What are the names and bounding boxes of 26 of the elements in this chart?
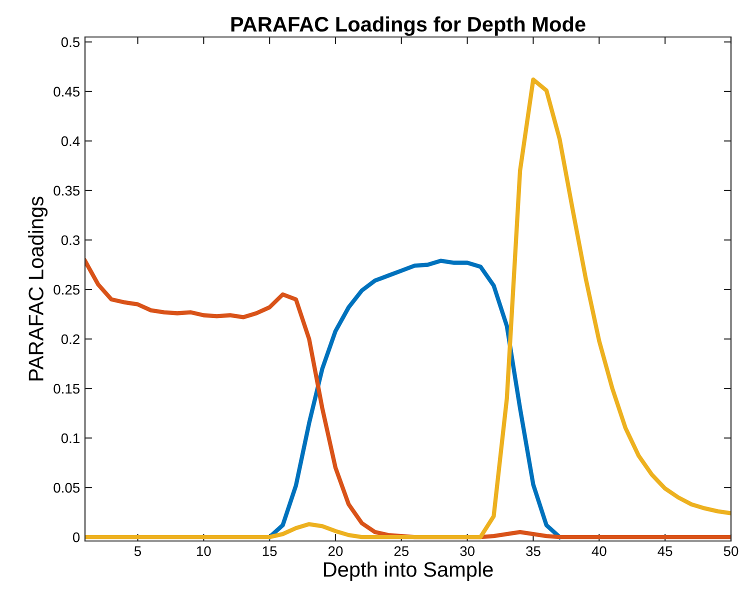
y-tick-label: 0.05 [54, 482, 80, 493]
y-tick-label: 0.1 [61, 433, 80, 444]
y-tick-label: 0.5 [61, 37, 80, 48]
x-tick-label: 50 [724, 546, 738, 556]
x-tick-label: 25 [394, 546, 409, 556]
x-tick-label: 20 [328, 546, 343, 556]
x-tick-label: 5 [134, 546, 142, 556]
x-tick-label: 30 [460, 546, 475, 556]
x-tick-label: 35 [526, 546, 540, 556]
y-tick-label: 0.45 [54, 86, 80, 97]
y-tick-label: 0.2 [61, 334, 80, 344]
y-tick-label: 0.35 [54, 186, 80, 196]
x-tick-label: 45 [658, 546, 672, 556]
y-tick-label: 0 [72, 532, 80, 542]
y-tick-label: 0.15 [54, 384, 80, 394]
x-tick-label: 10 [196, 546, 211, 556]
x-tick-label: 15 [262, 546, 277, 556]
line-series [267, 258, 562, 540]
chart-title: PARAFAC Loadings for Depth Mode [231, 16, 586, 36]
x-axis-title: Depth into Sample [324, 562, 493, 582]
y-tick-label: 0.4 [61, 136, 80, 146]
x-tick-label: 40 [592, 546, 606, 556]
y-tick-label: 0.3 [61, 235, 80, 246]
y-tick-label: 0.25 [54, 284, 80, 295]
line-series [85, 77, 731, 540]
y-axis-title: PARAFAC Loadings [28, 196, 48, 380]
